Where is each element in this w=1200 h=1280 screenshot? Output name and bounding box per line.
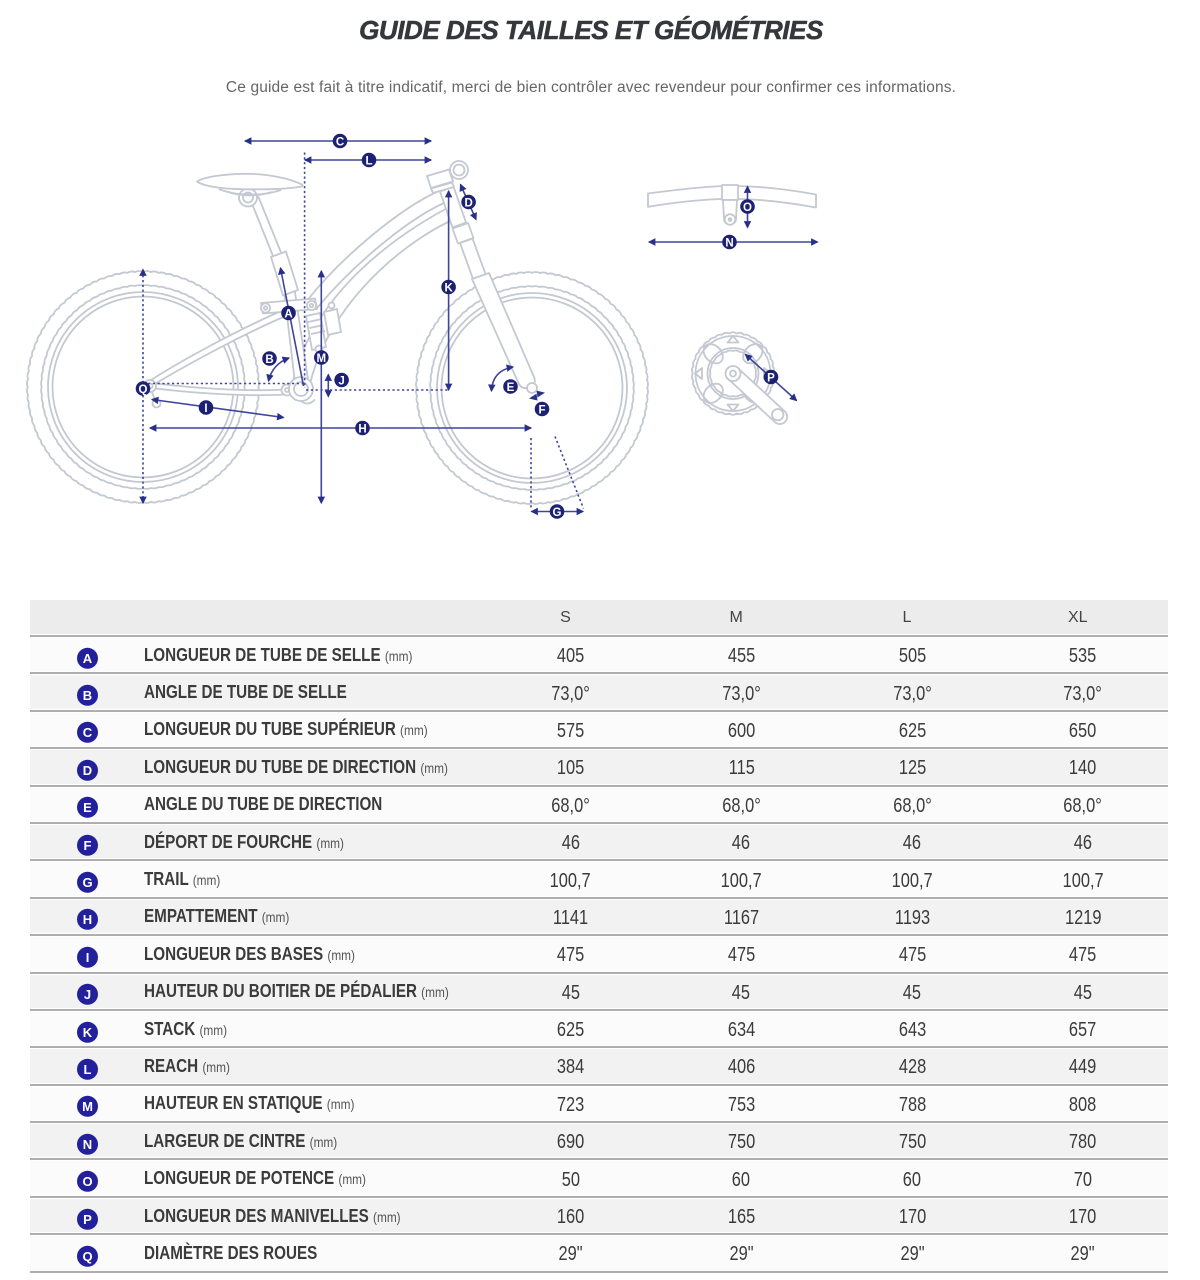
svg-text:C: C <box>336 136 344 148</box>
svg-text:N: N <box>725 237 733 249</box>
svg-text:F: F <box>538 404 545 416</box>
svg-text:O: O <box>743 202 752 214</box>
svg-text:A: A <box>284 308 292 320</box>
svg-text:D: D <box>464 197 472 209</box>
svg-text:Q: Q <box>139 384 148 396</box>
svg-text:B: B <box>265 354 273 366</box>
svg-text:P: P <box>767 372 775 384</box>
svg-text:L: L <box>365 155 372 167</box>
svg-text:J: J <box>338 375 344 387</box>
svg-text:K: K <box>444 282 453 294</box>
svg-text:I: I <box>204 403 207 415</box>
svg-text:H: H <box>358 423 366 435</box>
svg-text:M: M <box>317 353 327 365</box>
svg-text:E: E <box>507 382 515 394</box>
svg-text:G: G <box>553 507 562 519</box>
